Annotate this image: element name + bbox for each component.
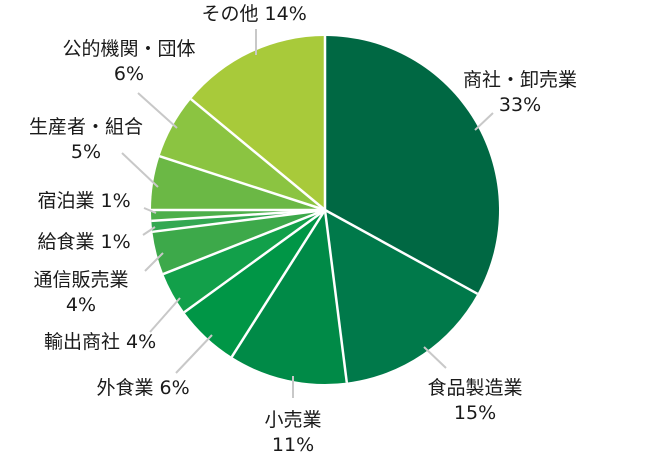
slice-separator	[151, 208, 326, 223]
slice-label-percent: 6%	[113, 63, 145, 85]
pie-slice	[231, 210, 347, 384]
slice-separator	[230, 209, 327, 358]
label-kouri: 小売業 11%	[265, 408, 322, 458]
slice-separator	[324, 208, 479, 295]
leader-line	[143, 207, 157, 214]
label-yushutsu-shosha: 輸出商社 4%	[44, 330, 156, 355]
leader-lines	[121, 29, 494, 398]
pie-slice	[184, 210, 325, 357]
leader-line	[175, 334, 213, 374]
label-shosha-oroshiuri: 商社・卸売業 33%	[463, 68, 577, 118]
slice-label-text: 小売業	[264, 409, 322, 431]
slice-label-text: 給食業	[37, 231, 101, 253]
leader-line	[137, 92, 178, 129]
slice-label-text: 外食業	[96, 377, 160, 399]
label-tsushin-hanbai: 通信販売業 4%	[34, 268, 129, 318]
leader-line	[423, 346, 447, 369]
pie-slice	[325, 36, 499, 294]
slice-separator	[162, 208, 326, 276]
slice-label-text: 食品製造業	[427, 377, 523, 399]
leader-line	[121, 152, 159, 188]
label-kyushoku: 給食業 1%	[38, 230, 131, 255]
slice-separator	[323, 209, 349, 383]
label-shukuhaku: 宿泊業 1%	[38, 189, 131, 214]
label-kouteki-kikan: 公的機関・団体 6%	[63, 37, 196, 87]
label-shokuhin-seizo: 食品製造業 15%	[428, 376, 523, 426]
slice-label-text: 通信販売業	[33, 269, 129, 291]
slice-separator	[183, 208, 326, 314]
slice-label-text: 輸出商社	[44, 331, 127, 353]
slice-label-text: 公的機関・団体	[62, 38, 196, 60]
pie-slice	[190, 36, 325, 210]
slice-label-percent: 1%	[100, 231, 131, 253]
pie-slice	[325, 210, 478, 383]
slice-label-percent: 4%	[65, 294, 97, 316]
slice-separator	[152, 208, 326, 234]
leader-line	[144, 252, 164, 272]
slice-separators	[151, 36, 479, 383]
leader-line	[474, 112, 494, 131]
slice-label-percent: 14%	[264, 3, 307, 25]
pie-slice	[163, 210, 325, 313]
slice-separator	[190, 98, 326, 211]
slice-label-text: 生産者・組合	[29, 116, 144, 138]
slice-label-percent: 1%	[100, 190, 131, 212]
leader-line	[149, 297, 181, 333]
pie-slices	[151, 36, 499, 384]
slice-label-text: 宿泊業	[37, 190, 101, 212]
slice-label-percent: 4%	[126, 331, 157, 353]
slice-label-percent: 15%	[453, 402, 497, 424]
pie-slice	[159, 99, 325, 210]
label-sonota: その他 14%	[202, 2, 307, 27]
slice-label-percent: 11%	[271, 434, 315, 456]
slice-label-text: 商社・卸売業	[463, 69, 578, 91]
slice-label-percent: 33%	[498, 94, 542, 116]
leader-line	[142, 226, 156, 236]
slice-label-text: その他	[201, 3, 265, 25]
slice-separator	[159, 155, 326, 212]
slice-label-percent: 5%	[70, 141, 102, 163]
label-seisansha-kumiai: 生産者・組合 5%	[29, 115, 143, 165]
label-gaishoku: 外食業 6%	[97, 376, 190, 401]
slice-label-percent: 6%	[159, 377, 190, 399]
